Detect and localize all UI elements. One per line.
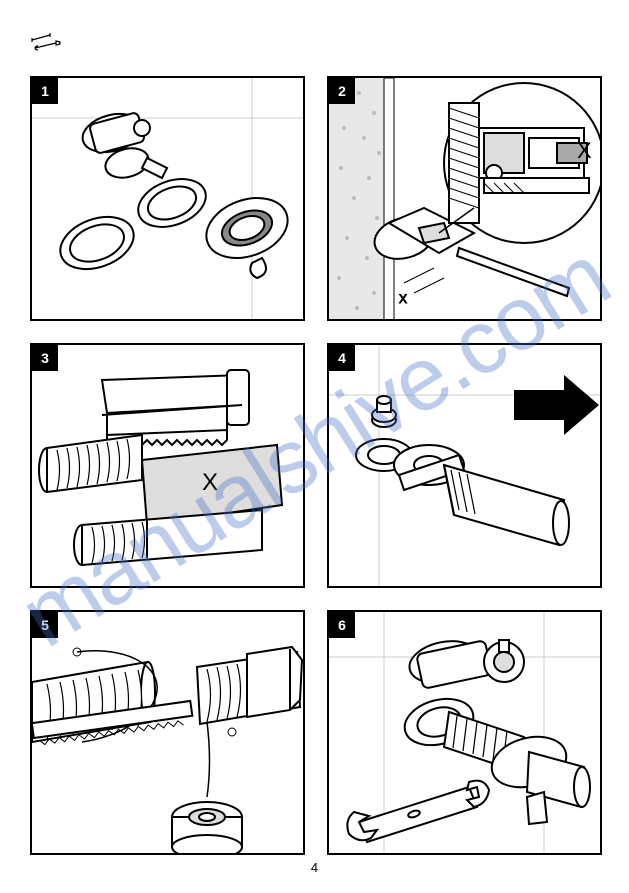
x-label: X <box>202 469 218 496</box>
instruction-grid: 1 <box>30 76 602 855</box>
step-1-illustration <box>32 78 305 321</box>
step-panel-3: 3 <box>30 343 305 588</box>
step-number: 6 <box>329 612 355 638</box>
x-label: X <box>577 138 592 163</box>
step-2-illustration: X X <box>329 78 602 321</box>
page-number: 4 <box>311 860 318 875</box>
step-6-illustration <box>329 612 602 855</box>
step-4-illustration <box>329 345 602 588</box>
step-panel-1: 1 <box>30 76 305 321</box>
step-number: 1 <box>32 78 58 104</box>
step-panel-6: 6 <box>327 610 602 855</box>
step-number: 2 <box>329 78 355 104</box>
x-label-small: X <box>399 292 407 306</box>
step-number: 5 <box>32 612 58 638</box>
step-5-illustration <box>32 612 305 855</box>
step-panel-4: 4 <box>327 343 602 588</box>
step-panel-2: 2 <box>327 76 602 321</box>
arrow-icon <box>514 375 599 435</box>
step-number: 4 <box>329 345 355 371</box>
step-panel-5: 5 <box>30 610 305 855</box>
step-3-illustration: X <box>32 345 305 588</box>
tools-icon <box>30 32 64 54</box>
step-number: 3 <box>32 345 58 371</box>
